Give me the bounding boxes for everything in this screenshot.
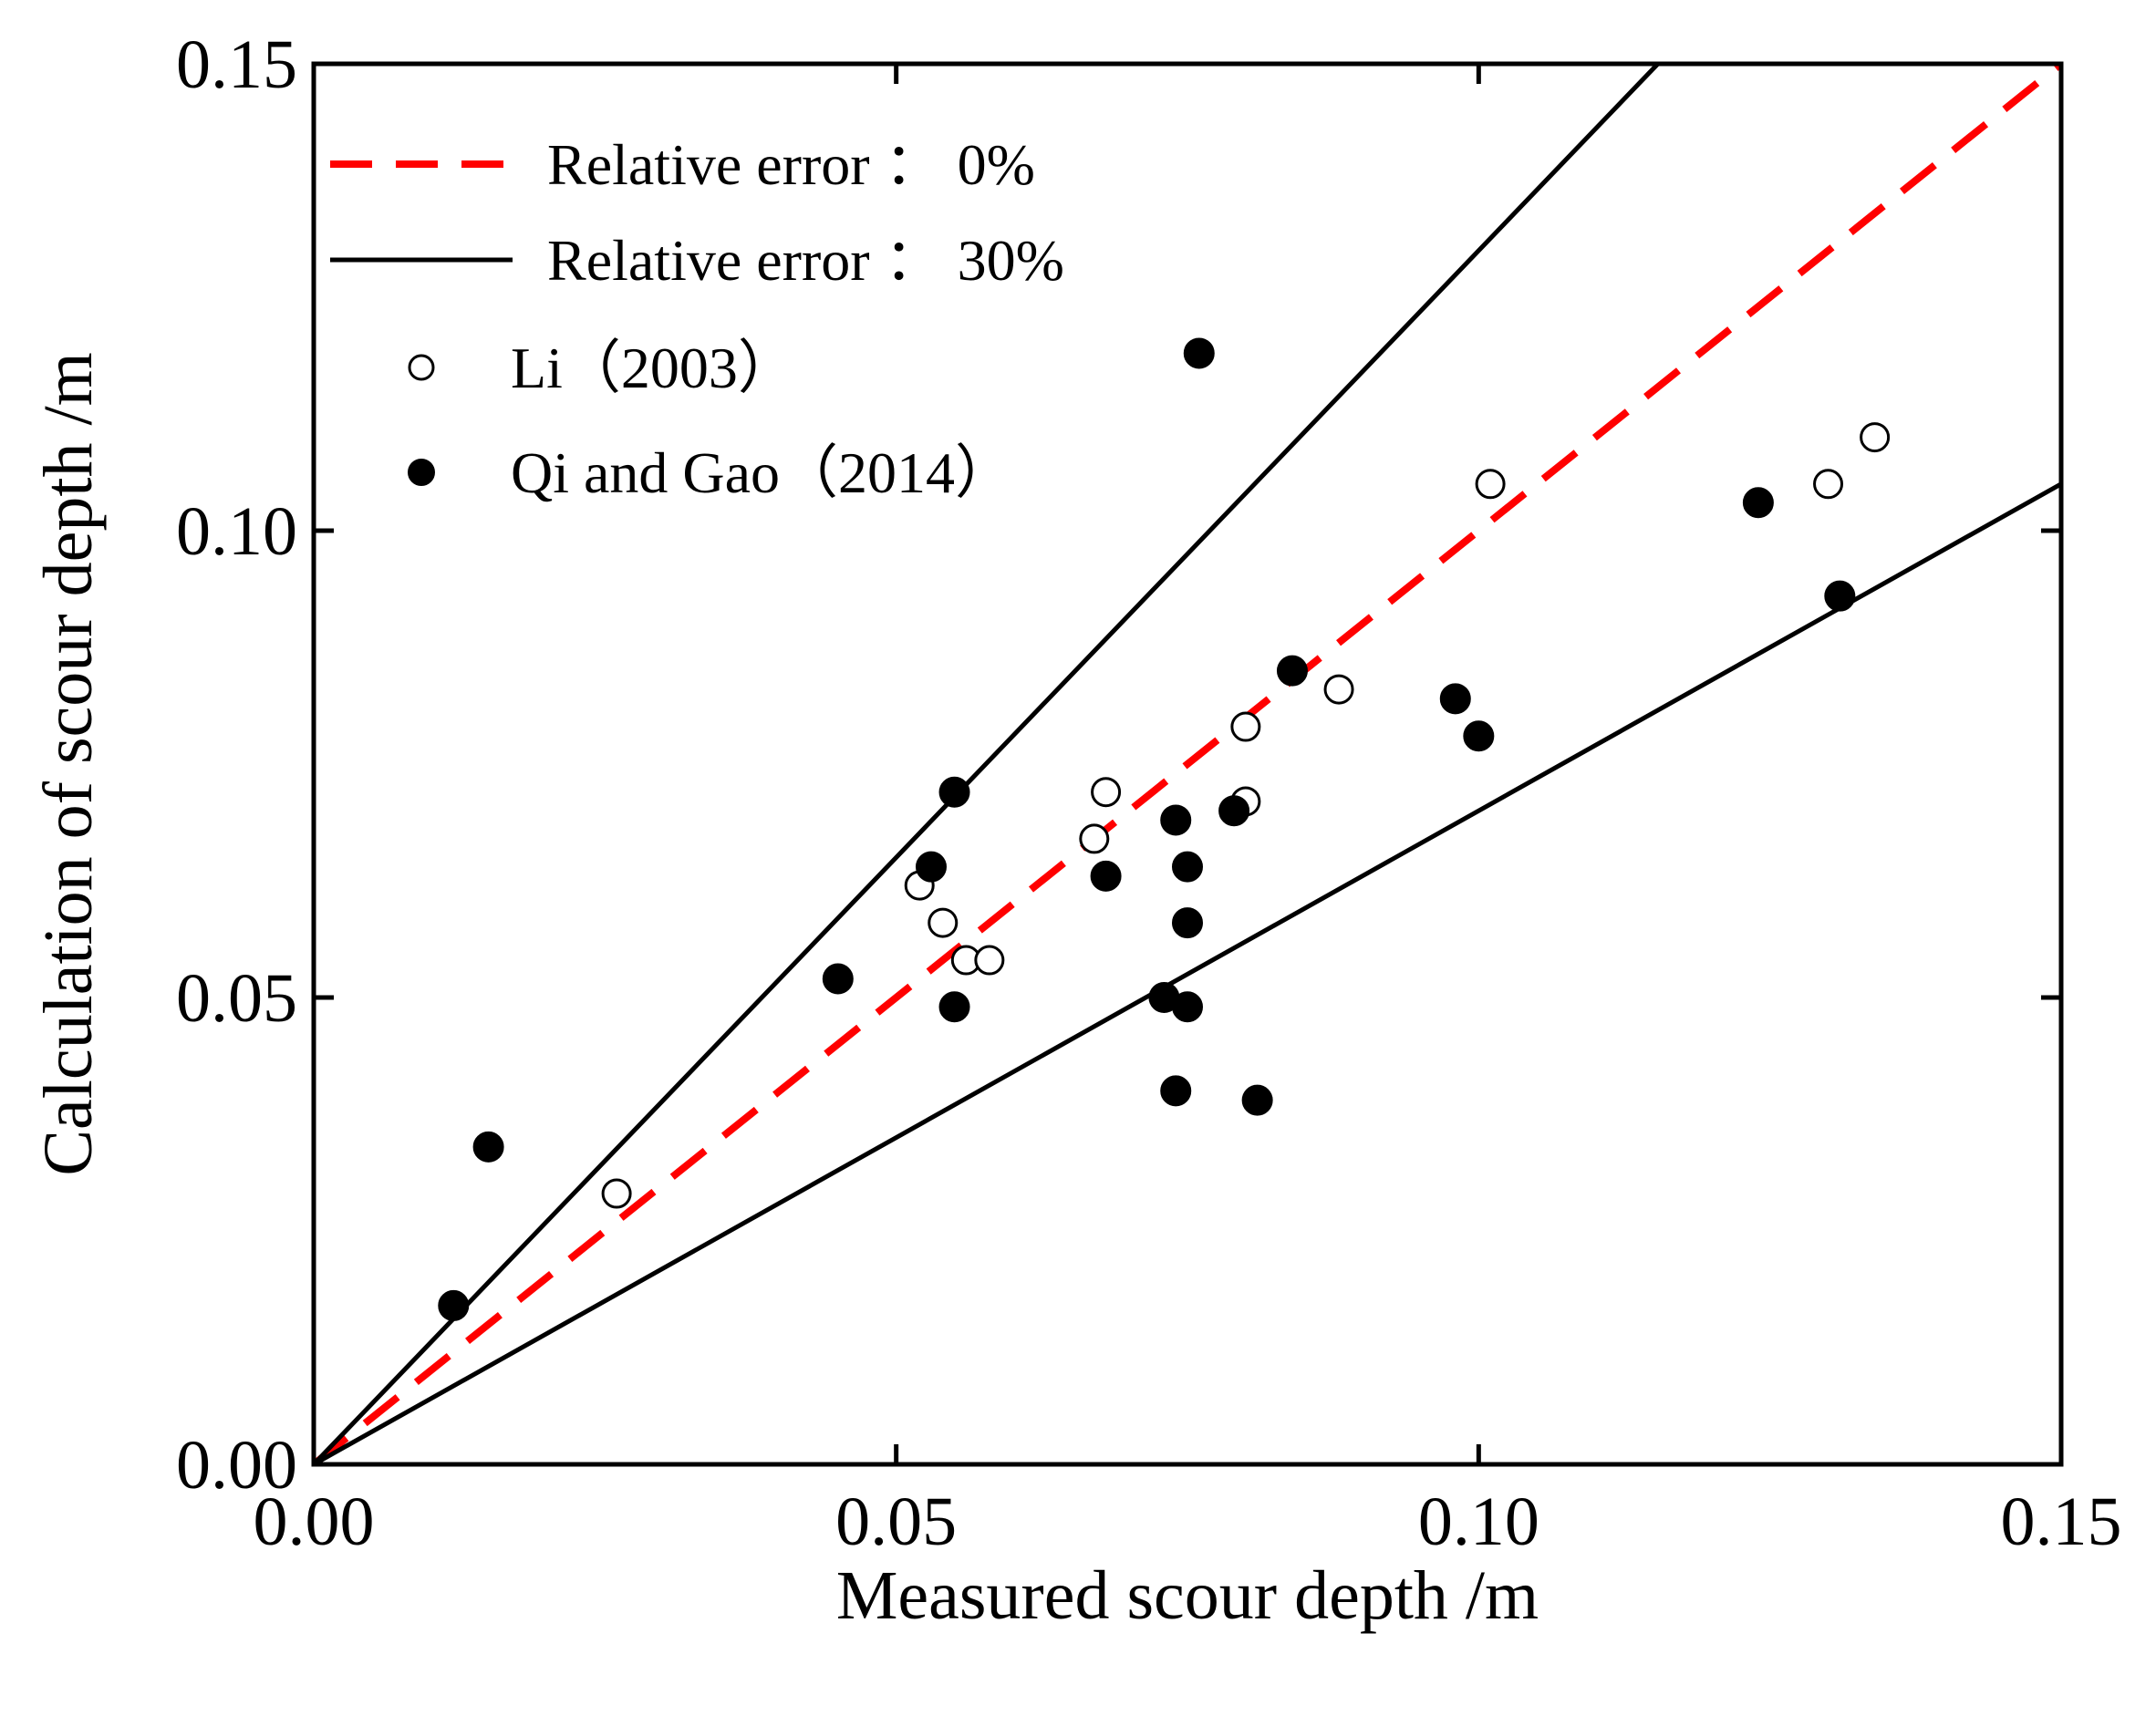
qi-gao-2014-point-9 bbox=[1160, 1075, 1192, 1107]
li-2003-point-11 bbox=[1813, 469, 1844, 500]
qi-gao-2014-point-0 bbox=[438, 1289, 470, 1321]
qi-gao-2014-point-18 bbox=[1463, 720, 1495, 752]
li-2003-point-6 bbox=[1091, 777, 1122, 808]
reference-line-plus-30pct bbox=[314, 64, 1660, 1464]
li-2003-point-9 bbox=[1323, 674, 1354, 705]
legend-label-30pct: Relative error ： 30% bbox=[547, 228, 1064, 293]
series-1 bbox=[438, 337, 1856, 1321]
data-points bbox=[438, 337, 1891, 1321]
reference-lines bbox=[314, 64, 2061, 1464]
qi-gao-2014-point-17 bbox=[1439, 683, 1471, 715]
qi-gao-2014-point-3 bbox=[915, 851, 947, 883]
legend-label-li-2003: Li（2003） bbox=[511, 336, 796, 400]
axis-ticks bbox=[311, 61, 2064, 1467]
qi-gao-2014-point-12 bbox=[1172, 991, 1203, 1023]
qi-gao-2014-point-2 bbox=[822, 963, 854, 995]
qi-gao-2014-point-5 bbox=[938, 991, 970, 1023]
qi-gao-2014-point-19 bbox=[1742, 487, 1774, 519]
plot-frame bbox=[311, 61, 2064, 1467]
qi-gao-2014-point-15 bbox=[1241, 1084, 1273, 1116]
li-2003-point-2 bbox=[928, 907, 959, 938]
legend: Relative error ： 0% Relative error ： 30%… bbox=[330, 132, 1064, 505]
legend-filled-circle-marker bbox=[408, 459, 435, 486]
x-tick-label-0: 0.00 bbox=[254, 1483, 375, 1560]
legend-label-qi-gao-2014: Qi and Gao（2014） bbox=[511, 440, 1013, 505]
qi-gao-2014-point-16 bbox=[1276, 655, 1308, 687]
y-axis-title: Calculation of scour depth /m bbox=[30, 352, 107, 1175]
li-2003-point-4 bbox=[974, 945, 1005, 976]
qi-gao-2014-point-6 bbox=[1090, 860, 1122, 892]
qi-gao-2014-point-13 bbox=[1183, 337, 1215, 369]
x-tick-label-3: 0.15 bbox=[2001, 1483, 2122, 1560]
qi-gao-2014-point-14 bbox=[1218, 795, 1250, 827]
y-tick-label-3: 0.15 bbox=[176, 26, 297, 103]
li-2003-point-0 bbox=[601, 1178, 632, 1209]
x-axis-title: Measured scour depth /m bbox=[836, 1557, 1539, 1634]
li-2003-point-10 bbox=[1475, 469, 1506, 500]
y-tick-label-0: 0.00 bbox=[176, 1427, 297, 1504]
li-2003-point-8 bbox=[1230, 711, 1261, 742]
x-tick-label-2: 0.10 bbox=[1418, 1483, 1539, 1560]
y-tick-label-2: 0.10 bbox=[176, 493, 297, 570]
qi-gao-2014-point-4 bbox=[938, 776, 970, 808]
x-tick-label-1: 0.05 bbox=[835, 1483, 957, 1560]
qi-gao-2014-point-1 bbox=[472, 1131, 504, 1163]
qi-gao-2014-point-10 bbox=[1172, 851, 1203, 883]
li-2003-point-5 bbox=[1079, 823, 1110, 854]
reference-line-minus-30pct bbox=[314, 481, 2061, 1464]
y-tick-label-1: 0.05 bbox=[176, 960, 297, 1037]
qi-gao-2014-point-8 bbox=[1160, 804, 1192, 836]
reference-line-0pct bbox=[314, 64, 2061, 1464]
qi-gao-2014-point-11 bbox=[1172, 907, 1203, 939]
qi-gao-2014-point-20 bbox=[1824, 580, 1856, 612]
legend-open-circle-marker bbox=[408, 354, 435, 381]
legend-label-0pct: Relative error ： 0% bbox=[547, 132, 1035, 197]
li-2003-point-12 bbox=[1860, 422, 1891, 453]
